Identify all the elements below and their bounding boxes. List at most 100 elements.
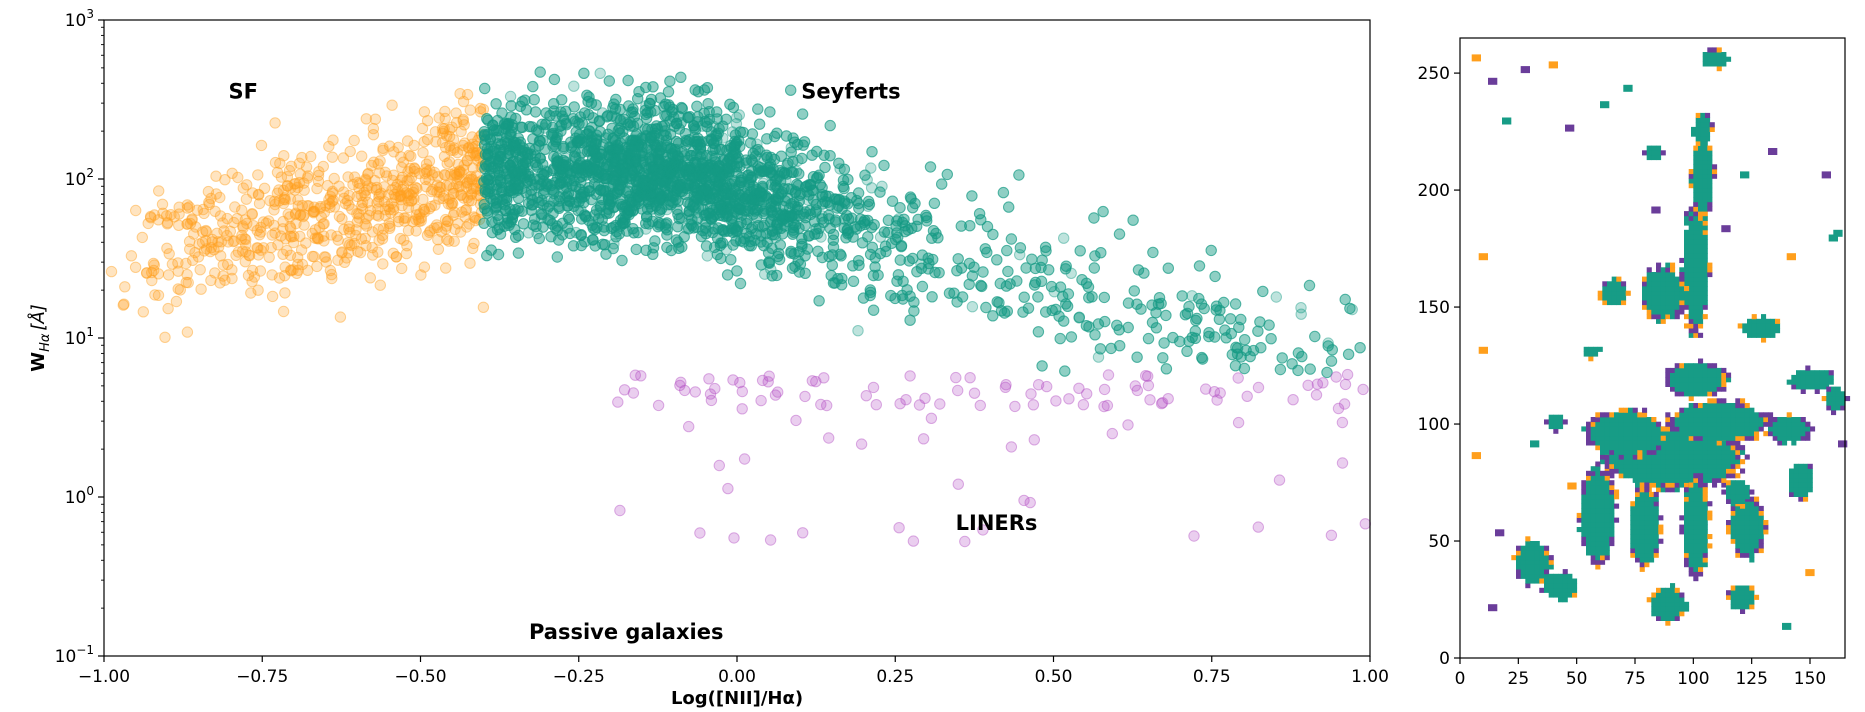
seyfert-point — [490, 98, 502, 110]
sf-point — [394, 232, 407, 245]
seyfert-point — [862, 195, 875, 208]
seyfert-point — [700, 228, 712, 240]
sf-point — [356, 196, 369, 209]
seyfert-point — [1002, 265, 1014, 278]
sf-point — [313, 166, 325, 178]
sf-point — [372, 158, 384, 170]
seyfert-point — [561, 200, 574, 212]
seyfert-point — [1098, 291, 1111, 304]
sf-point — [405, 150, 417, 163]
seyfert-point — [564, 227, 576, 240]
seyfert-point — [764, 106, 776, 118]
sf-point — [342, 237, 354, 249]
sf-point — [385, 207, 397, 219]
sf-point — [240, 193, 253, 205]
seyfert-point — [670, 234, 683, 246]
seyfert-point — [525, 189, 537, 201]
seyfert-point — [640, 217, 652, 230]
seyfert-point — [538, 184, 551, 196]
sf-point — [231, 212, 243, 225]
seyfert-point — [589, 156, 601, 168]
liner-point — [1287, 394, 1299, 406]
liner-point — [756, 374, 769, 387]
seyfert-point — [584, 185, 596, 197]
seyfert-point — [671, 117, 683, 130]
seyfert-point — [553, 202, 565, 215]
sf-point — [371, 181, 383, 194]
sf-point — [337, 152, 350, 164]
seyfert-point — [621, 145, 633, 158]
seyfert-point — [904, 290, 916, 302]
seyfert-point — [614, 114, 626, 127]
liner-point — [1106, 427, 1119, 440]
sf-point — [419, 206, 431, 218]
seyfert-point — [702, 98, 714, 110]
seyfert-point — [627, 103, 639, 115]
seyfert-point — [514, 152, 526, 164]
seyfert-point — [955, 220, 967, 232]
seyfert-point — [777, 208, 789, 220]
seyfert-point — [1128, 285, 1141, 297]
seyfert-point — [726, 155, 738, 168]
seyfert-point — [991, 254, 1003, 266]
seyfert-point — [551, 251, 563, 263]
sf-point — [302, 170, 314, 182]
sf-point — [284, 182, 297, 194]
seyfert-point — [810, 198, 822, 211]
sf-point — [181, 202, 194, 214]
seyfert-point — [610, 225, 623, 238]
sf-point — [466, 138, 479, 150]
sf-point — [432, 171, 444, 183]
seyfert-point — [662, 173, 674, 185]
seyfert-point — [479, 158, 492, 171]
sf-point — [190, 221, 202, 233]
seyfert-point — [867, 304, 880, 316]
seyfert-point — [483, 178, 495, 191]
seyfert-point — [721, 144, 733, 157]
seyfert-point — [658, 170, 671, 183]
seyfert-point — [503, 173, 516, 186]
liner-point — [1142, 379, 1155, 392]
seyfert-point — [675, 212, 687, 224]
liner-point — [627, 387, 640, 399]
sf-point — [105, 265, 118, 278]
sf-point — [212, 241, 225, 253]
sf-point — [474, 131, 486, 143]
sf-point — [405, 189, 417, 201]
sf-point — [433, 181, 446, 193]
seyfert-point — [489, 216, 501, 229]
seyfert-point — [608, 98, 620, 110]
sf-point — [285, 231, 298, 243]
sf-point — [311, 182, 323, 195]
seyfert-point — [516, 182, 528, 195]
sf-point — [331, 230, 343, 243]
sf-point — [470, 170, 482, 182]
sf-point — [326, 151, 339, 163]
seyfert-point — [630, 193, 642, 206]
sf-point — [327, 134, 339, 146]
seyfert-point — [928, 197, 941, 210]
sf-point — [232, 246, 245, 258]
sf-point — [424, 225, 437, 237]
liner-point — [1338, 398, 1351, 410]
sf-point — [289, 184, 301, 196]
seyfert-point — [663, 167, 676, 179]
seyfert-point — [650, 120, 663, 132]
sf-point — [208, 244, 220, 256]
sf-point — [283, 164, 296, 177]
seyfert-point — [753, 167, 766, 179]
seyfert-point — [885, 289, 897, 302]
sf-point — [455, 125, 467, 138]
seyfert-point — [681, 135, 693, 148]
liner-point — [925, 412, 938, 424]
seyfert-point — [1059, 365, 1071, 377]
sf-point — [145, 212, 157, 224]
seyfert-point — [523, 120, 536, 133]
sf-point — [427, 184, 439, 196]
sf-point — [460, 181, 473, 193]
seyfert-point — [1244, 350, 1256, 363]
sf-point — [308, 205, 321, 218]
sf-point — [461, 176, 474, 189]
sf-point — [217, 217, 229, 229]
seyfert-point — [605, 144, 617, 156]
